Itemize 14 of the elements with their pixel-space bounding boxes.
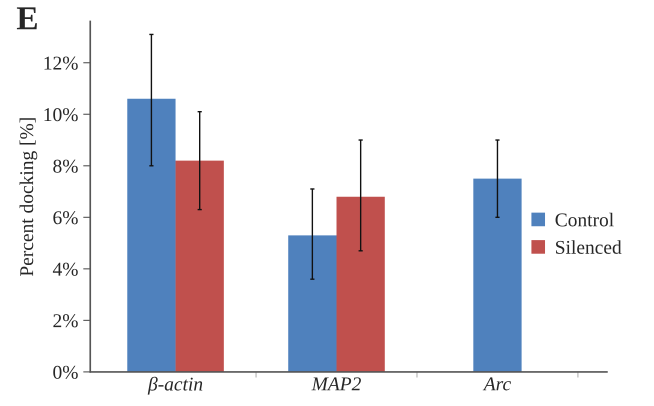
y-tick-label: 10%	[44, 108, 78, 122]
y-tick-label: 0%	[53, 366, 78, 379]
x-tick-label: Arc	[482, 377, 511, 390]
y-tick-label: 2%	[53, 314, 78, 328]
y-axis-title: Percent docking [%]	[20, 118, 38, 276]
chart-title: E	[16, 7, 37, 30]
legend-label: Control	[556, 212, 614, 226]
x-tick-label: β-actin	[148, 376, 202, 395]
y-tick-label: 12%	[44, 56, 78, 70]
x-tick-label: MAP2	[311, 377, 361, 390]
y-tick-label: 8%	[53, 160, 78, 173]
y-tick-label: 4%	[52, 262, 78, 276]
legend-label: Silenced	[556, 240, 622, 254]
y-tick-label: 6%	[53, 211, 78, 224]
